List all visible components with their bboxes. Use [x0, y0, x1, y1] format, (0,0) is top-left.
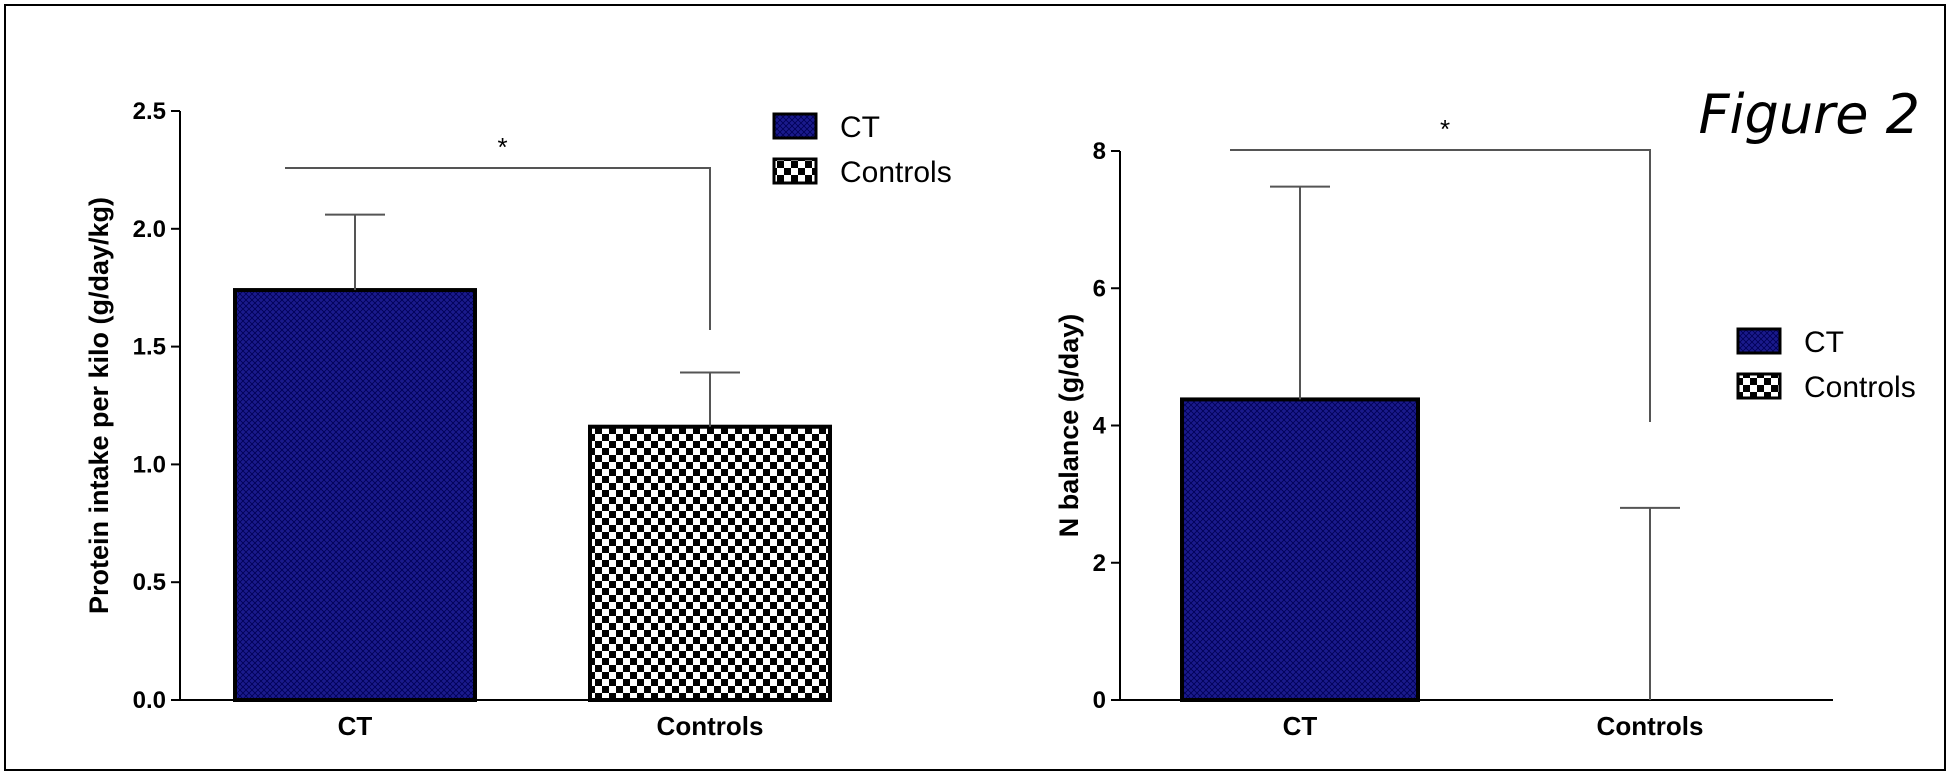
legend-swatch	[1736, 327, 1782, 355]
category-label: Controls	[1597, 711, 1704, 741]
y-tick-label: 0.0	[133, 687, 166, 714]
significance-label: *	[497, 132, 507, 162]
y-tick-label: 2	[1093, 550, 1106, 577]
legend-label: Controls	[840, 156, 952, 189]
chart-n-balance: 0 2 4 6 8 N balance (g/day) CT Controls * CT Contr…	[1054, 114, 1916, 741]
bar-ct	[1180, 397, 1420, 702]
legend-swatch	[1736, 372, 1782, 400]
significance-bracket	[1230, 149, 1651, 422]
legend-swatch	[772, 157, 818, 185]
bar-ct	[233, 288, 477, 702]
figure-title: Figure 2	[1698, 83, 1920, 146]
y-tick-label: 0	[1093, 687, 1106, 714]
significance-bracket	[285, 167, 711, 330]
chart-protein-intake: 0.0 0.5 1.0 1.5 2.0 2.5 Protein intake per kil…	[84, 98, 952, 741]
y-tick-label: 2.5	[133, 98, 166, 125]
legend-label: CT	[1804, 326, 1844, 359]
y-tick-label: 8	[1093, 138, 1106, 165]
y-tick-label: 1.0	[133, 451, 166, 478]
y-tick-label: 1.5	[133, 334, 166, 361]
significance-label: *	[1440, 114, 1450, 144]
legend-label: CT	[840, 111, 880, 144]
y-tick-label: 2.0	[133, 216, 166, 243]
y-tick-label: 6	[1093, 275, 1106, 302]
category-label: CT	[338, 711, 373, 741]
y-axis-label: N balance (g/day)	[1054, 314, 1084, 538]
category-label: CT	[1283, 711, 1318, 741]
y-axis-label: Protein intake per kilo (g/day/kg)	[84, 197, 114, 614]
bar-controls	[588, 424, 832, 702]
y-tick-label: 0.5	[133, 569, 166, 596]
legend-swatch	[772, 112, 818, 140]
legend-label: Controls	[1804, 371, 1916, 404]
category-label: Controls	[657, 711, 764, 741]
y-tick-label: 4	[1093, 413, 1107, 440]
